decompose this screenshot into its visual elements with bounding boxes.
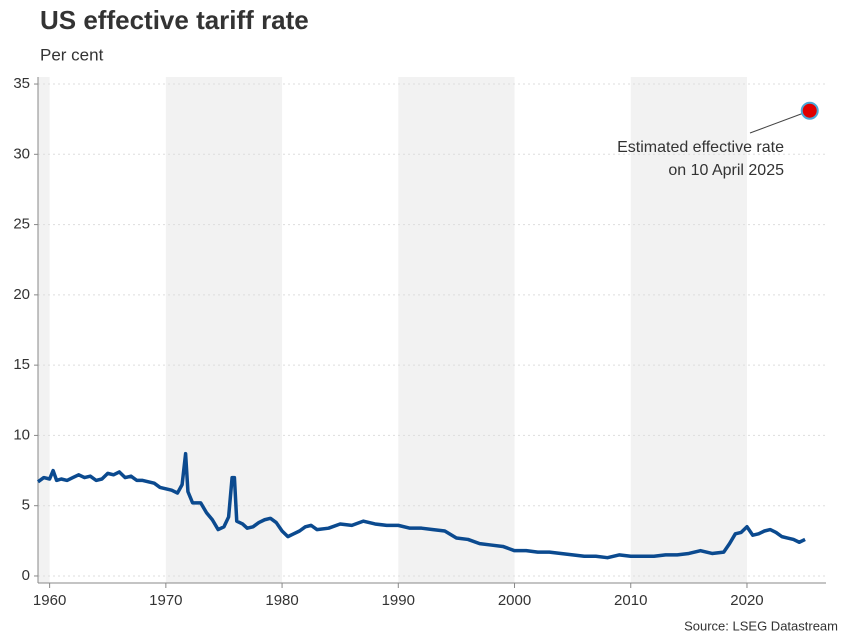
line bbox=[36, 451, 806, 560]
band bbox=[165, 77, 283, 583]
y-tick-label: 20 bbox=[13, 286, 30, 303]
y-tick-label: 30 bbox=[13, 145, 30, 162]
x-tick-label: 1990 bbox=[382, 592, 415, 609]
y-tick-label: 10 bbox=[13, 426, 30, 443]
x-tick-label: 1970 bbox=[149, 592, 182, 609]
source: Source: LSEG Datastream bbox=[684, 618, 838, 633]
leader-line bbox=[749, 113, 802, 134]
chart-title: US effective tariff rate bbox=[40, 5, 309, 35]
x-tick-label: 2020 bbox=[730, 592, 763, 609]
band bbox=[398, 77, 515, 583]
y-tick-label: 5 bbox=[22, 497, 30, 514]
x-tick-label: 2010 bbox=[614, 592, 647, 609]
annotation-point bbox=[800, 101, 819, 120]
x-tick-label: 1980 bbox=[265, 592, 298, 609]
y-tick-label: 35 bbox=[13, 75, 30, 92]
band bbox=[38, 77, 50, 583]
subtitle: Per cent bbox=[40, 45, 104, 64]
x-tick-label: 2000 bbox=[498, 592, 531, 609]
y-tick-label: 15 bbox=[13, 356, 30, 373]
annotation-text: on 10 April 2025 bbox=[668, 162, 784, 179]
annotation-text: Estimated effective rate bbox=[617, 139, 784, 156]
band bbox=[630, 77, 747, 583]
y-tick-label: 25 bbox=[13, 216, 30, 233]
x-tick-label: 1960 bbox=[33, 592, 66, 609]
y-tick-label: 0 bbox=[22, 567, 30, 584]
